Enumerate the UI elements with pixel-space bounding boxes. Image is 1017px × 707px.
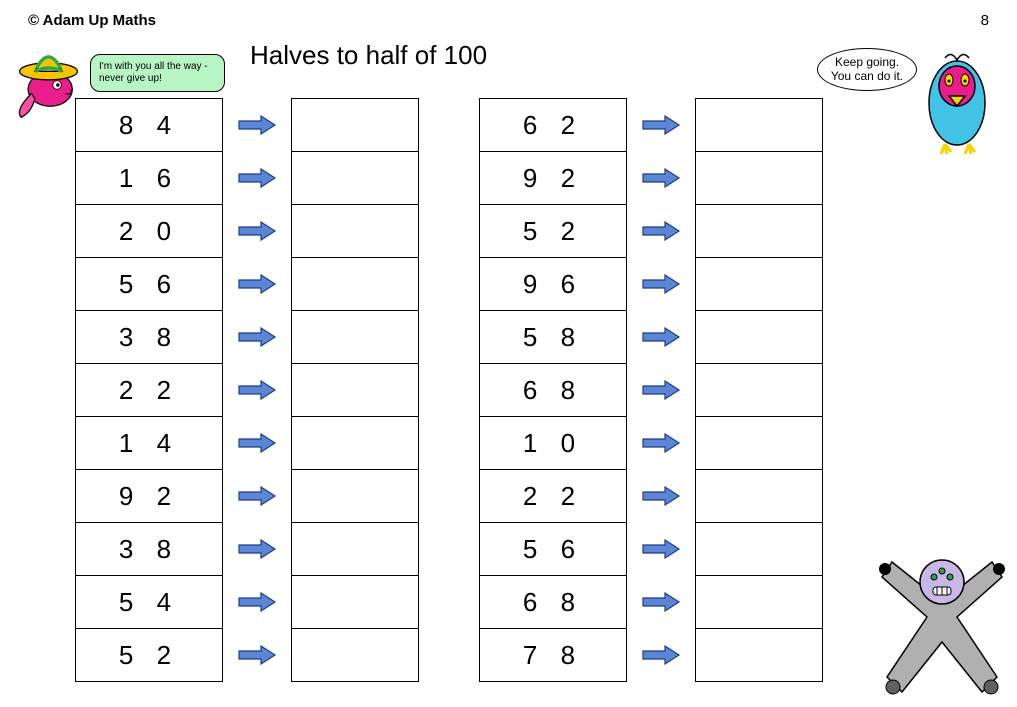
arrow-icon [641, 416, 681, 470]
arrow-icon [641, 628, 681, 682]
answer-cell[interactable] [291, 416, 419, 470]
answer-cell[interactable] [291, 522, 419, 576]
arrow-icon [237, 98, 277, 152]
left-column-group: 8 41 62 05 63 82 21 49 23 85 45 2 [75, 98, 419, 682]
number-cell: 5 6 [479, 522, 627, 576]
page-title: Halves to half of 100 [250, 40, 487, 71]
number-cell: 9 2 [75, 469, 223, 523]
number-cell: 1 4 [75, 416, 223, 470]
answer-cell[interactable] [695, 257, 823, 311]
arrow-icon [641, 310, 681, 364]
arrow-icon [641, 257, 681, 311]
number-cell: 3 8 [75, 310, 223, 364]
arrow-icon [641, 469, 681, 523]
number-cell: 9 6 [479, 257, 627, 311]
bird-character-icon [917, 48, 997, 158]
number-cell: 5 4 [75, 575, 223, 629]
right-column-group: 6 29 25 29 65 86 81 02 25 66 87 8 [479, 98, 823, 682]
arrow-icon [237, 363, 277, 417]
answer-cell[interactable] [291, 628, 419, 682]
answer-cell[interactable] [291, 575, 419, 629]
arrow-icon [641, 98, 681, 152]
copyright-text: © Adam Up Maths [28, 12, 156, 29]
answer-cell[interactable] [291, 151, 419, 205]
speech-bubble-left: I'm with you all the way - never give up… [90, 54, 225, 92]
arrow-icon [237, 151, 277, 205]
grey-character-icon [877, 547, 1007, 697]
answer-cell[interactable] [695, 151, 823, 205]
answer-cell[interactable] [695, 628, 823, 682]
right-arrow-column [627, 98, 695, 682]
arrow-icon [641, 522, 681, 576]
number-cell: 2 2 [479, 469, 627, 523]
answer-cell[interactable] [695, 575, 823, 629]
arrow-icon [237, 522, 277, 576]
answer-cell[interactable] [291, 469, 419, 523]
number-cell: 6 2 [479, 98, 627, 152]
answer-cell[interactable] [695, 469, 823, 523]
answer-cell[interactable] [695, 204, 823, 258]
number-cell: 7 8 [479, 628, 627, 682]
right-number-column: 6 29 25 29 65 86 81 02 25 66 87 8 [479, 98, 627, 682]
number-cell: 2 0 [75, 204, 223, 258]
arrow-icon [237, 416, 277, 470]
number-cell: 5 8 [479, 310, 627, 364]
number-cell: 2 2 [75, 363, 223, 417]
answer-cell[interactable] [695, 310, 823, 364]
arrow-icon [237, 204, 277, 258]
number-cell: 1 0 [479, 416, 627, 470]
answer-cell[interactable] [695, 363, 823, 417]
arrow-icon [641, 151, 681, 205]
answer-cell[interactable] [291, 363, 419, 417]
page-number: 8 [981, 12, 989, 29]
speech-bubble-right: Keep going. You can do it. [817, 48, 917, 91]
number-cell: 6 8 [479, 363, 627, 417]
arrow-icon [237, 469, 277, 523]
left-arrow-column [223, 98, 291, 682]
number-cell: 1 6 [75, 151, 223, 205]
number-cell: 9 2 [479, 151, 627, 205]
arrow-icon [237, 257, 277, 311]
arrow-icon [237, 575, 277, 629]
answer-cell[interactable] [291, 310, 419, 364]
number-cell: 5 2 [75, 628, 223, 682]
arrow-icon [237, 310, 277, 364]
worksheet-area: 8 41 62 05 63 82 21 49 23 85 45 2 6 29 2… [75, 98, 823, 682]
answer-cell[interactable] [695, 98, 823, 152]
arrow-icon [237, 628, 277, 682]
right-answer-column [695, 98, 823, 682]
answer-cell[interactable] [291, 257, 419, 311]
answer-cell[interactable] [291, 204, 419, 258]
left-number-column: 8 41 62 05 63 82 21 49 23 85 45 2 [75, 98, 223, 682]
answer-cell[interactable] [695, 522, 823, 576]
arrow-icon [641, 575, 681, 629]
answer-cell[interactable] [291, 98, 419, 152]
arrow-icon [641, 204, 681, 258]
arrow-icon [641, 363, 681, 417]
answer-cell[interactable] [695, 416, 823, 470]
left-answer-column [291, 98, 419, 682]
number-cell: 6 8 [479, 575, 627, 629]
number-cell: 8 4 [75, 98, 223, 152]
number-cell: 3 8 [75, 522, 223, 576]
number-cell: 5 6 [75, 257, 223, 311]
number-cell: 5 2 [479, 204, 627, 258]
